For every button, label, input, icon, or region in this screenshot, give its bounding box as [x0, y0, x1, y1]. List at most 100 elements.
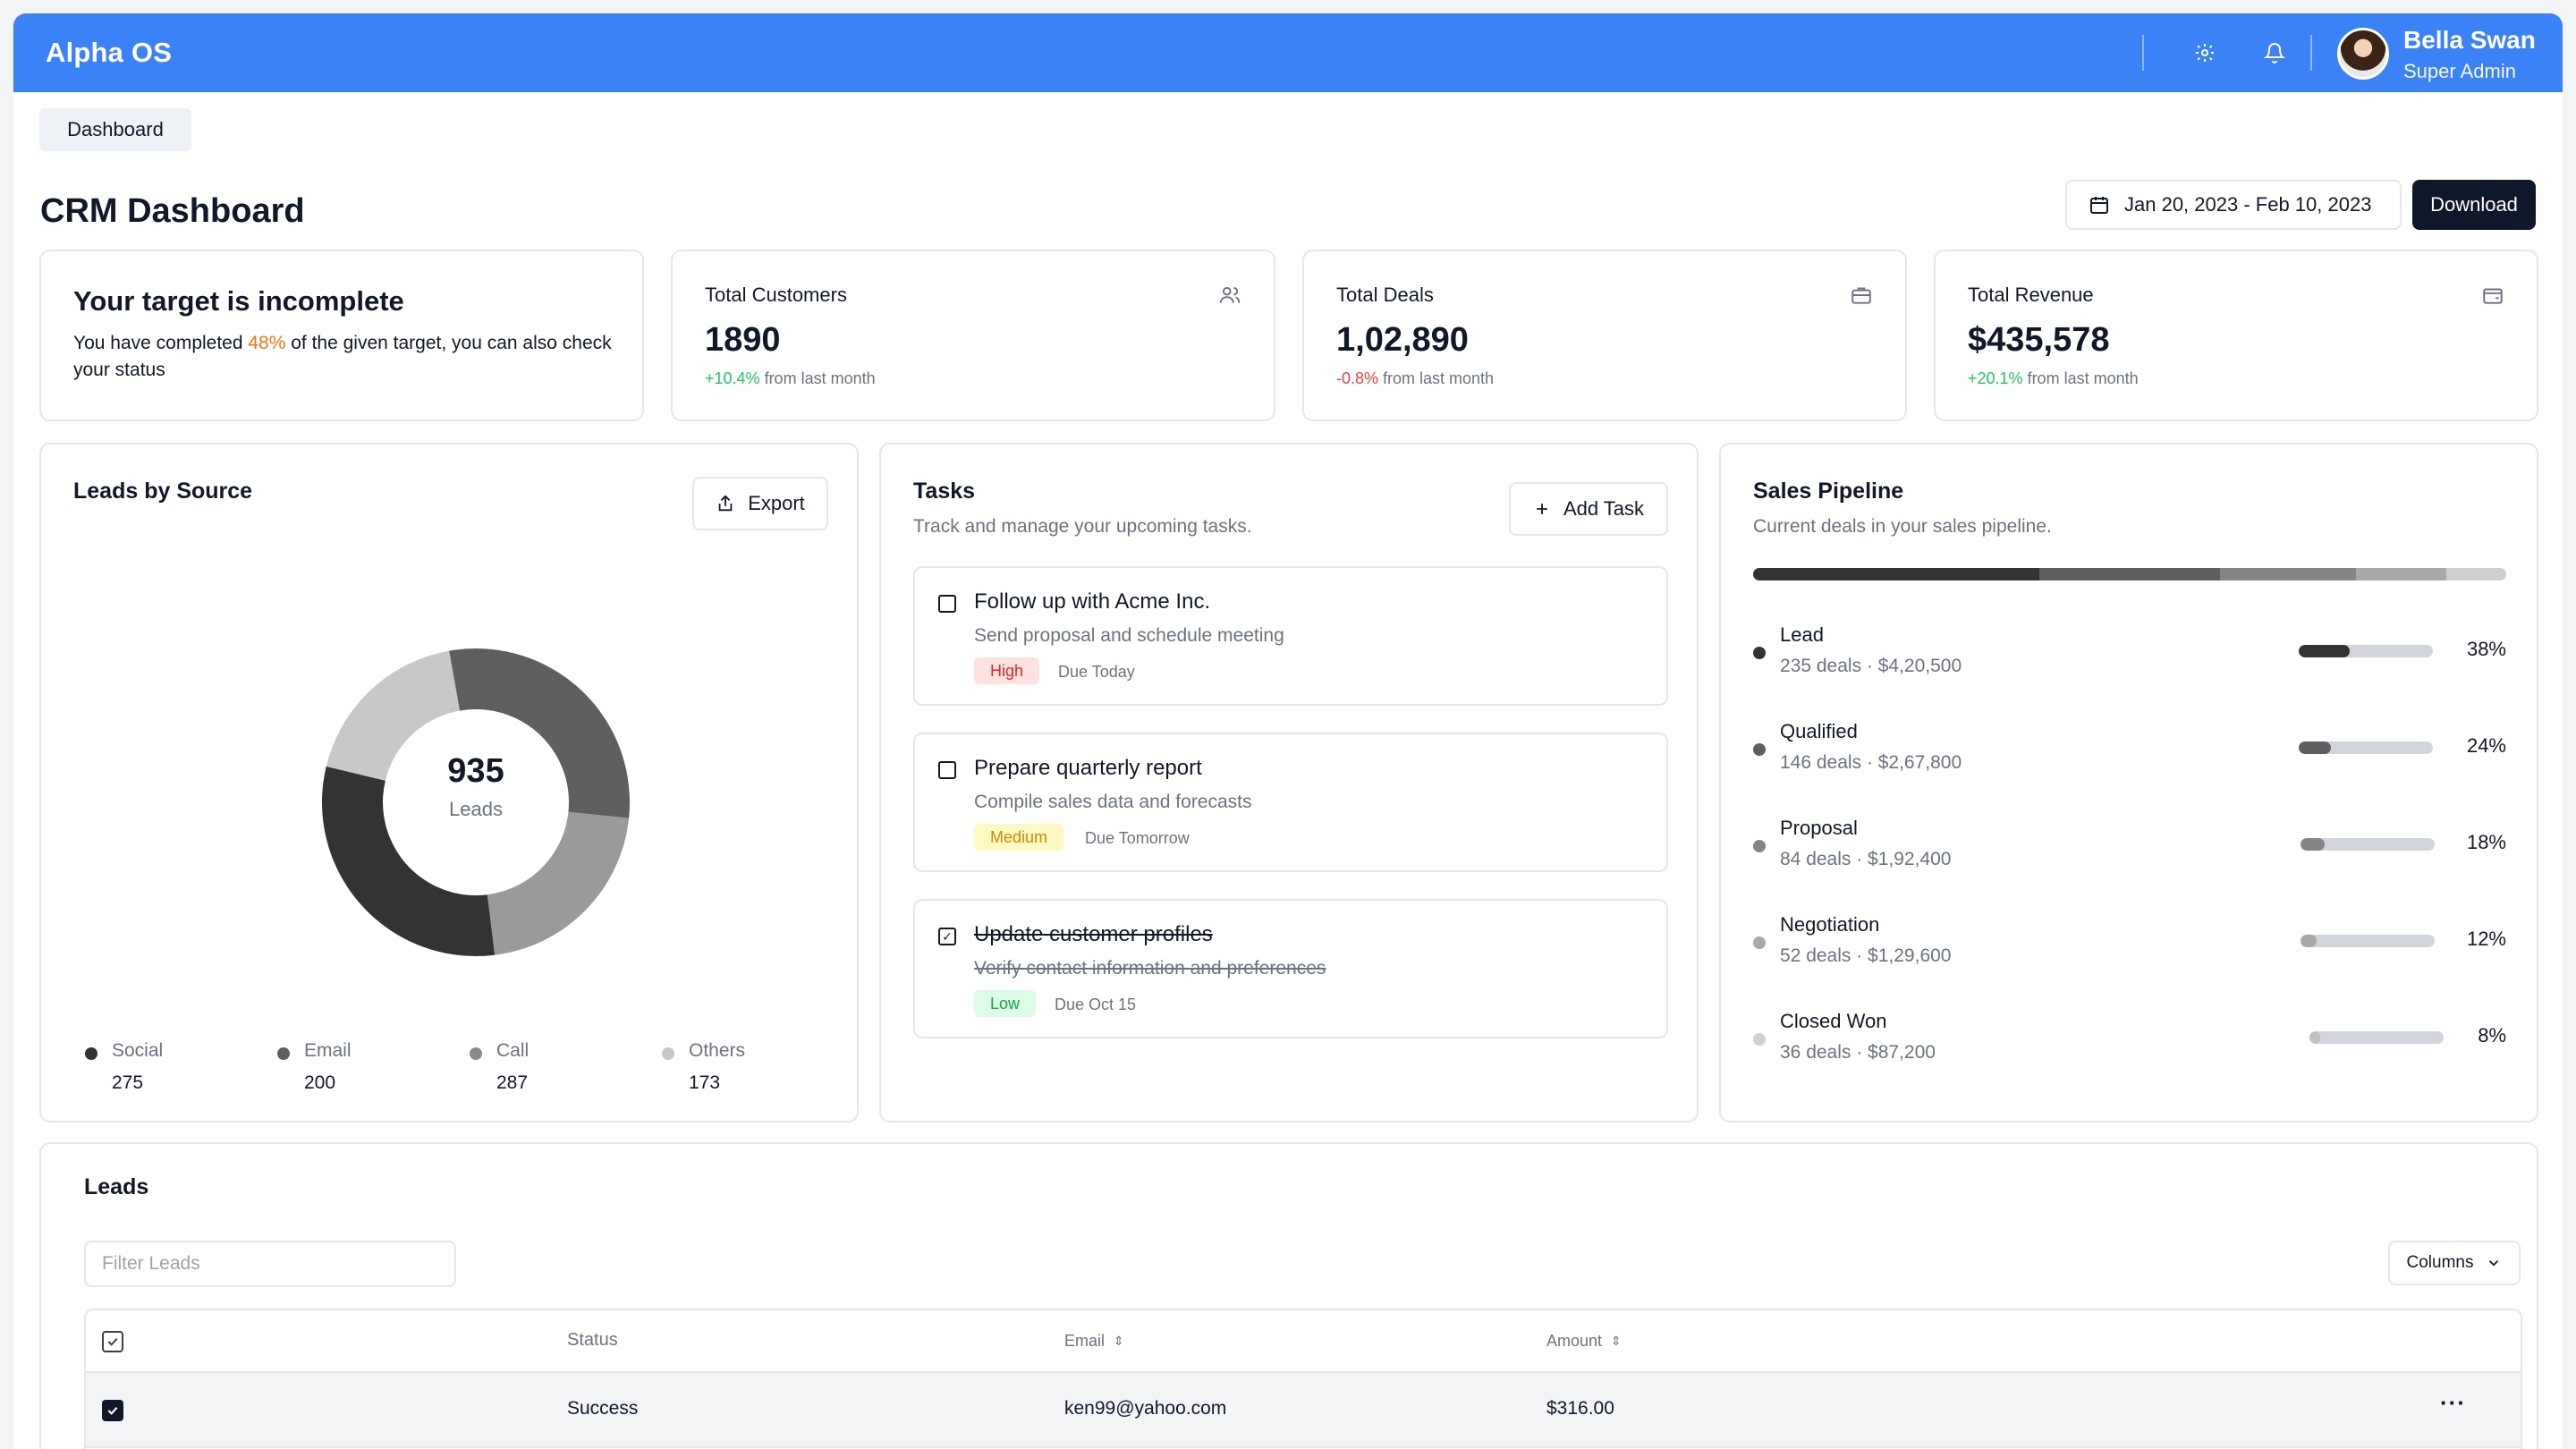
- stage-progress-fill: [2299, 741, 2331, 754]
- panel-title: Tasks: [913, 479, 976, 504]
- cell-email: ken99@yahoo.com: [1064, 1398, 1227, 1419]
- pipeline-segment: [2220, 568, 2356, 580]
- donut-slice-call[interactable]: [322, 648, 630, 956]
- stage-name: Lead: [1780, 623, 1824, 646]
- date-range-label: Jan 20, 2023 - Feb 10, 2023: [2124, 193, 2372, 216]
- stage-dot: [1753, 647, 1766, 659]
- stat-card-customers: Total Customers 1890 +10.4% from last mo…: [671, 250, 1275, 421]
- user-name[interactable]: Bella Swan: [2403, 26, 2536, 54]
- stat-change: -0.8% from last month: [1336, 369, 1495, 387]
- stat-card-revenue: Total Revenue $435,578 +20.1% from last …: [1934, 250, 2538, 421]
- stage-meta: 146 deals · $2,67,800: [1780, 752, 1962, 773]
- app-window: Alpha OS Bella Swan Super Admin Dashboar…: [13, 13, 2563, 1449]
- stat-card-deals: Total Deals 1,02,890 -0.8% from last mon…: [1302, 250, 1907, 421]
- download-button[interactable]: Download: [2412, 180, 2536, 230]
- stage-name: Negotiation: [1780, 913, 1880, 936]
- column-header-amount[interactable]: Amount ⇕: [1546, 1332, 1622, 1350]
- target-title: Your target is incomplete: [73, 285, 404, 317]
- add-task-button[interactable]: Add Task: [1509, 482, 1668, 536]
- stage-meta: 84 deals · $1,92,400: [1780, 849, 1952, 869]
- task-item[interactable]: Prepare quarterly report Compile sales d…: [913, 733, 1668, 872]
- user-avatar[interactable]: [2337, 28, 2389, 80]
- task-checkbox-checked[interactable]: ✓: [938, 928, 956, 945]
- stage-dot: [1753, 936, 1766, 949]
- stat-value: 1890: [705, 321, 781, 359]
- stat-value: $435,578: [1968, 321, 2110, 359]
- target-percent: 48%: [248, 333, 286, 353]
- pipeline-stage[interactable]: Proposal 84 deals · $1,92,400 18%: [1753, 817, 2506, 888]
- donut-slice-email[interactable]: [322, 648, 630, 956]
- donut-slice-others[interactable]: [322, 648, 630, 956]
- leads-by-source-card: Leads by Source Export: [39, 443, 859, 1123]
- task-description: Verify contact information and preferenc…: [974, 958, 1326, 979]
- target-card: Your target is incomplete You have compl…: [39, 250, 644, 421]
- task-due: Due Oct 15: [1055, 996, 1137, 1013]
- priority-badge: Low: [974, 990, 1037, 1017]
- task-due: Due Today: [1058, 663, 1135, 681]
- date-range-picker[interactable]: Jan 20, 2023 - Feb 10, 2023: [2065, 180, 2402, 230]
- task-checkbox[interactable]: [938, 595, 956, 613]
- pipeline-stage[interactable]: Lead 235 deals · $4,20,500 38%: [1753, 623, 2506, 695]
- gear-icon[interactable]: [2190, 38, 2219, 67]
- panel-title: Sales Pipeline: [1753, 479, 1904, 504]
- leads-table: Status Email ⇕ Amount ⇕ Success ken99@yaho…: [84, 1309, 2522, 1449]
- stat-label: Total Revenue: [1968, 284, 2094, 306]
- wallet-icon: [2481, 284, 2506, 309]
- pipeline-segment: [2355, 568, 2446, 580]
- legend-dot: [662, 1047, 674, 1060]
- task-checkbox[interactable]: [938, 761, 956, 779]
- filter-leads-input[interactable]: [84, 1241, 456, 1287]
- stage-percent: 18%: [2466, 831, 2506, 853]
- stage-name: Proposal: [1780, 817, 1858, 839]
- stage-percent: 12%: [2466, 928, 2506, 950]
- user-role: Super Admin: [2403, 60, 2516, 82]
- sort-icon[interactable]: ⇕: [1114, 1334, 1124, 1348]
- panel-subtitle: Track and manage your upcoming tasks.: [913, 516, 1252, 537]
- stage-progress-bar: [2299, 645, 2433, 657]
- export-icon: [718, 495, 733, 512]
- pipeline-stage[interactable]: Negotiation 52 deals · $1,29,600 12%: [1753, 913, 2506, 985]
- column-header-email[interactable]: Email ⇕: [1064, 1332, 1124, 1350]
- target-text: You have completed 48% of the given targ…: [73, 333, 612, 380]
- pipeline-stage[interactable]: Qualified 146 deals · $2,67,800 24%: [1753, 720, 2506, 792]
- task-item[interactable]: ✓ Update customer profiles Verify contac…: [913, 899, 1668, 1038]
- row-checkbox[interactable]: [102, 1400, 123, 1421]
- task-item[interactable]: Follow up with Acme Inc. Send proposal a…: [913, 566, 1668, 706]
- task-description: Compile sales data and forecasts: [974, 792, 1252, 812]
- brand-logo[interactable]: Alpha OS: [46, 37, 173, 68]
- stat-label: Total Customers: [705, 284, 847, 306]
- top-navigation-bar: Alpha OS Bella Swan Super Admin: [13, 13, 2563, 92]
- columns-dropdown-button[interactable]: Columns: [2388, 1241, 2521, 1285]
- export-button[interactable]: Export: [692, 477, 828, 530]
- tasks-card: Tasks Track and manage your upcoming tas…: [879, 443, 1699, 1123]
- row-actions-icon[interactable]: ···: [2440, 1389, 2466, 1416]
- pipeline-stage[interactable]: Closed Won 36 deals · $87,200 8%: [1753, 1010, 2506, 1081]
- legend-dot: [277, 1047, 290, 1060]
- pipeline-segment: [2038, 568, 2221, 580]
- stage-progress-bar: [2301, 838, 2435, 851]
- select-all-checkbox[interactable]: [102, 1331, 123, 1352]
- task-description: Send proposal and schedule meeting: [974, 625, 1284, 646]
- task-title: Follow up with Acme Inc.: [974, 589, 1211, 614]
- pipeline-segment: [1753, 568, 2039, 580]
- sort-icon[interactable]: ⇕: [1611, 1334, 1622, 1348]
- stage-meta: 235 deals · $4,20,500: [1780, 656, 1962, 676]
- panel-title: Leads: [84, 1174, 149, 1199]
- task-title: Update customer profiles: [974, 922, 1213, 946]
- bell-icon[interactable]: [2260, 38, 2289, 67]
- table-header: Status Email ⇕ Amount ⇕: [86, 1310, 2521, 1373]
- task-due: Due Tomorrow: [1085, 829, 1190, 847]
- stage-meta: 52 deals · $1,29,600: [1780, 945, 1952, 966]
- stat-change: +10.4% from last month: [705, 369, 876, 387]
- donut-total: 935: [447, 752, 504, 790]
- stage-name: Closed Won: [1780, 1010, 1887, 1032]
- legend-dot: [85, 1047, 97, 1060]
- users-icon: [1218, 284, 1243, 309]
- stage-percent: 8%: [2478, 1024, 2506, 1046]
- breadcrumb-dashboard[interactable]: Dashboard: [39, 108, 191, 151]
- table-row[interactable]: Success ken99@yahoo.com $316.00 ···: [86, 1373, 2521, 1448]
- stage-progress-fill: [2309, 1031, 2320, 1044]
- priority-badge: Medium: [974, 824, 1064, 851]
- stage-dot: [1753, 1033, 1766, 1046]
- cell-amount: $316.00: [1546, 1398, 1614, 1419]
